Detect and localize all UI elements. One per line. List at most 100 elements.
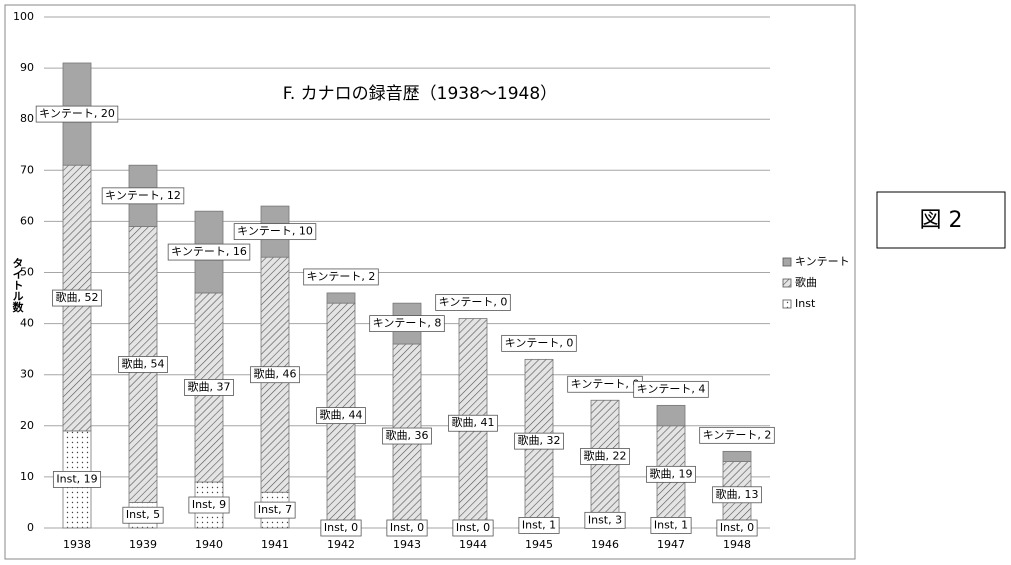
data-label-box — [254, 501, 296, 519]
x-tick-label: 1948 — [723, 538, 751, 551]
x-tick-label: 1944 — [459, 538, 487, 551]
legend-label: キンテート — [795, 255, 850, 268]
data-label: 歌曲, 32 — [514, 432, 564, 450]
data-label: Inst, 7 — [254, 501, 296, 519]
y-tick-label: 10 — [20, 470, 34, 483]
data-label-text: 歌曲, 46 — [254, 367, 297, 381]
data-label: キンテート, 4 — [633, 380, 709, 398]
data-label-box — [101, 187, 185, 205]
data-label: Inst, 0 — [716, 519, 758, 537]
data-label-box — [52, 289, 102, 307]
data-label: 歌曲, 52 — [52, 289, 102, 307]
data-label: 歌曲, 54 — [118, 356, 168, 373]
x-tick-label: 1947 — [657, 538, 685, 551]
data-label-text: キンテート, 0 — [505, 336, 574, 349]
data-label-text: Inst, 1 — [654, 518, 688, 531]
data-label-text: 歌曲, 37 — [188, 379, 231, 393]
x-tick-label: 1941 — [261, 538, 289, 551]
data-label: Inst, 0 — [320, 519, 362, 537]
data-label-box — [369, 315, 445, 333]
legend-swatch — [782, 257, 792, 267]
x-tick-label: 1942 — [327, 538, 355, 551]
y-tick-label: 90 — [20, 61, 34, 74]
data-label-text: Inst, 0 — [456, 521, 490, 534]
data-label-text: Inst, 19 — [56, 472, 97, 485]
data-label-text: キンテート, 20 — [39, 107, 115, 120]
y-tick-label: 70 — [20, 163, 34, 176]
data-label-box — [233, 223, 317, 241]
data-label-box — [382, 427, 432, 445]
x-tick-label: 1940 — [195, 538, 223, 551]
data-label: Inst, 1 — [650, 517, 692, 534]
data-label-box — [435, 294, 511, 311]
data-label-box — [320, 519, 362, 537]
data-label-text: 歌曲, 54 — [122, 356, 165, 370]
data-label-box — [122, 506, 164, 524]
data-label: キンテート, 0 — [567, 375, 643, 393]
figure-label: 図 2 — [920, 208, 963, 233]
data-label-text: キンテート, 16 — [171, 245, 247, 258]
data-label-box — [501, 334, 577, 352]
data-label: Inst, 0 — [452, 519, 494, 537]
data-label-text: Inst, 7 — [258, 503, 292, 516]
data-label-box — [188, 496, 230, 514]
data-label: 歌曲, 41 — [448, 414, 498, 432]
y-tick-label: 0 — [27, 521, 34, 534]
y-tick-label: 100 — [13, 10, 34, 23]
data-label-text: 歌曲, 19 — [650, 466, 693, 480]
x-tick-label: 1945 — [525, 538, 553, 551]
data-label: キンテート, 2 — [303, 268, 379, 286]
data-label: キンテート, 2 — [699, 426, 775, 444]
x-tick-label: 1939 — [129, 538, 157, 551]
data-label-box — [250, 366, 300, 384]
data-label: 歌曲, 36 — [382, 427, 432, 445]
data-label: Inst, 9 — [188, 496, 230, 514]
legend-swatch — [782, 299, 792, 309]
data-label-text: 歌曲, 22 — [584, 448, 627, 462]
data-label: キンテート, 0 — [435, 294, 511, 311]
data-label-text: キンテート, 10 — [237, 225, 313, 238]
data-label: Inst, 0 — [386, 519, 428, 537]
data-label-box — [448, 414, 498, 432]
data-label: キンテート, 0 — [501, 334, 577, 352]
data-label-text: キンテート, 12 — [105, 189, 181, 202]
data-label-text: Inst, 5 — [126, 508, 160, 521]
data-label-box — [650, 517, 692, 534]
data-label: 歌曲, 19 — [646, 465, 696, 483]
x-tick-label: 1946 — [591, 538, 619, 551]
y-tick-label: 60 — [20, 214, 34, 227]
data-label-text: キンテート, 2 — [307, 270, 376, 283]
data-label-text: 歌曲, 36 — [386, 428, 429, 442]
data-label-box — [584, 511, 626, 529]
data-label: Inst, 3 — [584, 511, 626, 529]
data-label: Inst, 1 — [518, 517, 560, 534]
data-label: Inst, 5 — [122, 506, 164, 524]
y-tick-label: 30 — [20, 368, 34, 381]
x-tick-label: 1938 — [63, 538, 91, 551]
data-label-box — [118, 356, 168, 373]
data-label: Inst, 19 — [52, 471, 102, 488]
y-tick-label: 40 — [20, 317, 34, 330]
data-label-box — [514, 432, 564, 450]
data-label-box — [386, 519, 428, 537]
y-tick-label: 50 — [20, 266, 34, 279]
legend-label: 歌曲 — [795, 275, 817, 289]
data-label-text: キンテート, 4 — [637, 382, 706, 395]
data-label: 歌曲, 13 — [712, 486, 762, 504]
data-label-box — [633, 380, 709, 398]
data-label-text: 歌曲, 32 — [518, 433, 561, 447]
data-label-box — [452, 519, 494, 537]
data-label-box — [35, 105, 119, 123]
y-tick-label: 80 — [20, 112, 34, 125]
chart-title: F. カナロの録音歴（1938〜1948） — [283, 84, 557, 104]
data-label-box — [712, 486, 762, 504]
data-label-text: Inst, 0 — [324, 521, 358, 534]
bar-segment — [656, 404, 686, 427]
data-label-text: Inst, 0 — [390, 521, 424, 534]
data-label-text: Inst, 9 — [192, 498, 226, 511]
data-label-box — [184, 379, 234, 396]
data-label-box — [699, 426, 775, 444]
data-label-box — [167, 243, 251, 261]
data-label-text: Inst, 3 — [588, 513, 622, 526]
